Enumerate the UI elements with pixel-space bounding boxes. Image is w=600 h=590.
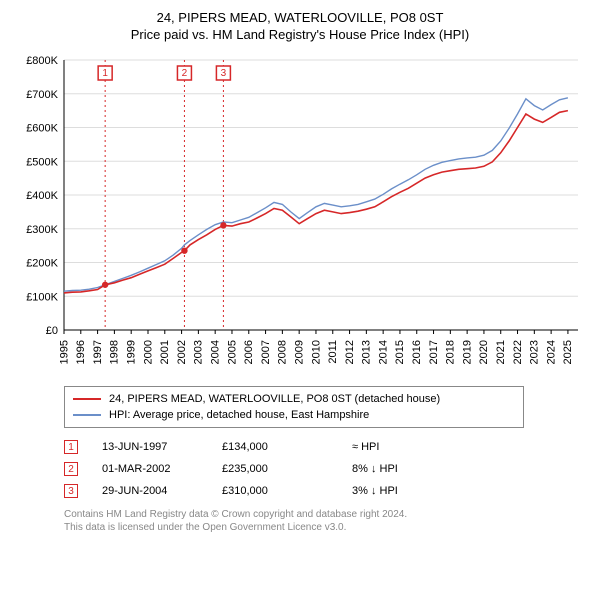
- event-hpi-relation: 3% ↓ HPI: [352, 485, 524, 497]
- chart-svg: £0 £100K £200K £300K £400K £500K £600K £700K £80…: [10, 50, 590, 380]
- x-tick-label: 2012: [344, 340, 356, 364]
- event-marker-number: 2: [182, 68, 188, 79]
- y-tick-label: £800K: [26, 55, 58, 67]
- x-tick-label: 2007: [260, 340, 272, 364]
- x-tick-label: 2020: [478, 340, 490, 364]
- chart-container: 24, PIPERS MEAD, WATERLOOVILLE, PO8 0ST …: [0, 0, 600, 544]
- event-dot: [102, 282, 108, 288]
- event-marker-number: 1: [102, 68, 108, 79]
- legend-swatch: [73, 398, 101, 400]
- title-address: 24, PIPERS MEAD, WATERLOOVILLE, PO8 0ST: [10, 10, 590, 25]
- x-tick-label: 2008: [277, 340, 289, 364]
- x-tick-label: 2025: [562, 340, 574, 364]
- y-tick-label: £400K: [26, 190, 58, 202]
- event-price: £134,000: [222, 441, 352, 453]
- x-tick-label: 2002: [176, 340, 188, 364]
- event-date: 13-JUN-1997: [102, 441, 222, 453]
- series-property: [64, 111, 568, 293]
- x-tick-label: 2022: [512, 340, 524, 364]
- legend-label: 24, PIPERS MEAD, WATERLOOVILLE, PO8 0ST …: [109, 393, 440, 405]
- event-dot: [220, 222, 226, 228]
- event-date: 29-JUN-2004: [102, 485, 222, 497]
- attribution-line-2: This data is licensed under the Open Gov…: [64, 521, 564, 534]
- title-block: 24, PIPERS MEAD, WATERLOOVILLE, PO8 0ST …: [10, 10, 590, 42]
- x-tick-label: 2021: [495, 340, 507, 364]
- title-subtitle: Price paid vs. HM Land Registry's House …: [10, 27, 590, 42]
- event-marker: 1: [64, 440, 78, 454]
- x-tick-label: 2014: [377, 340, 389, 364]
- x-tick-label: 2015: [394, 340, 406, 364]
- event-marker: 3: [64, 484, 78, 498]
- y-tick-label: £0: [46, 325, 58, 337]
- x-tick-label: 1999: [125, 340, 137, 364]
- x-tick-label: 2013: [361, 340, 373, 364]
- y-tick-label: £300K: [26, 224, 58, 236]
- attribution-line-1: Contains HM Land Registry data © Crown c…: [64, 508, 564, 521]
- x-tick-label: 1998: [109, 340, 121, 364]
- legend-label: HPI: Average price, detached house, East…: [109, 409, 369, 421]
- x-tick-label: 1995: [58, 340, 70, 364]
- event-hpi-relation: ≈ HPI: [352, 441, 524, 453]
- event-marker: 2: [64, 462, 78, 476]
- event-row: 3 29-JUN-2004£310,0003% ↓ HPI: [64, 480, 524, 502]
- event-price: £310,000: [222, 485, 352, 497]
- x-tick-label: 2023: [529, 340, 541, 364]
- event-date: 01-MAR-2002: [102, 463, 222, 475]
- x-tick-label: 2000: [142, 340, 154, 364]
- y-tick-label: £200K: [26, 258, 58, 270]
- x-tick-label: 2001: [159, 340, 171, 364]
- x-tick-label: 2016: [411, 340, 423, 364]
- x-tick-label: 2003: [193, 340, 205, 364]
- legend: 24, PIPERS MEAD, WATERLOOVILLE, PO8 0ST …: [64, 386, 524, 428]
- x-tick-label: 2017: [428, 340, 440, 364]
- x-tick-label: 2019: [461, 340, 473, 364]
- event-row: 1 13-JUN-1997£134,000≈ HPI: [64, 436, 524, 458]
- y-tick-label: £500K: [26, 156, 58, 168]
- x-tick-label: 2011: [327, 340, 339, 364]
- legend-item: 24, PIPERS MEAD, WATERLOOVILLE, PO8 0ST …: [73, 391, 515, 407]
- events-table: 1 13-JUN-1997£134,000≈ HPI 2 01-MAR-2002£23…: [64, 436, 524, 502]
- x-tick-label: 2018: [445, 340, 457, 364]
- event-price: £235,000: [222, 463, 352, 475]
- event-row: 2 01-MAR-2002£235,0008% ↓ HPI: [64, 458, 524, 480]
- attribution: Contains HM Land Registry data © Crown c…: [64, 508, 564, 534]
- x-tick-label: 2005: [226, 340, 238, 364]
- x-tick-label: 1996: [75, 340, 87, 364]
- x-tick-label: 2004: [209, 340, 221, 364]
- x-tick-label: 1997: [92, 340, 104, 364]
- event-marker-number: 3: [221, 68, 227, 79]
- event-hpi-relation: 8% ↓ HPI: [352, 463, 524, 475]
- x-tick-label: 2024: [545, 340, 557, 364]
- event-dot: [181, 247, 187, 253]
- y-tick-label: £600K: [26, 123, 58, 135]
- y-tick-label: £700K: [26, 89, 58, 101]
- x-tick-label: 2009: [293, 340, 305, 364]
- chart: £0 £100K £200K £300K £400K £500K £600K £700K £80…: [10, 50, 590, 380]
- legend-item: HPI: Average price, detached house, East…: [73, 407, 515, 423]
- legend-swatch: [73, 414, 101, 416]
- x-tick-label: 2010: [310, 340, 322, 364]
- y-tick-label: £100K: [26, 291, 58, 303]
- x-tick-label: 2006: [243, 340, 255, 364]
